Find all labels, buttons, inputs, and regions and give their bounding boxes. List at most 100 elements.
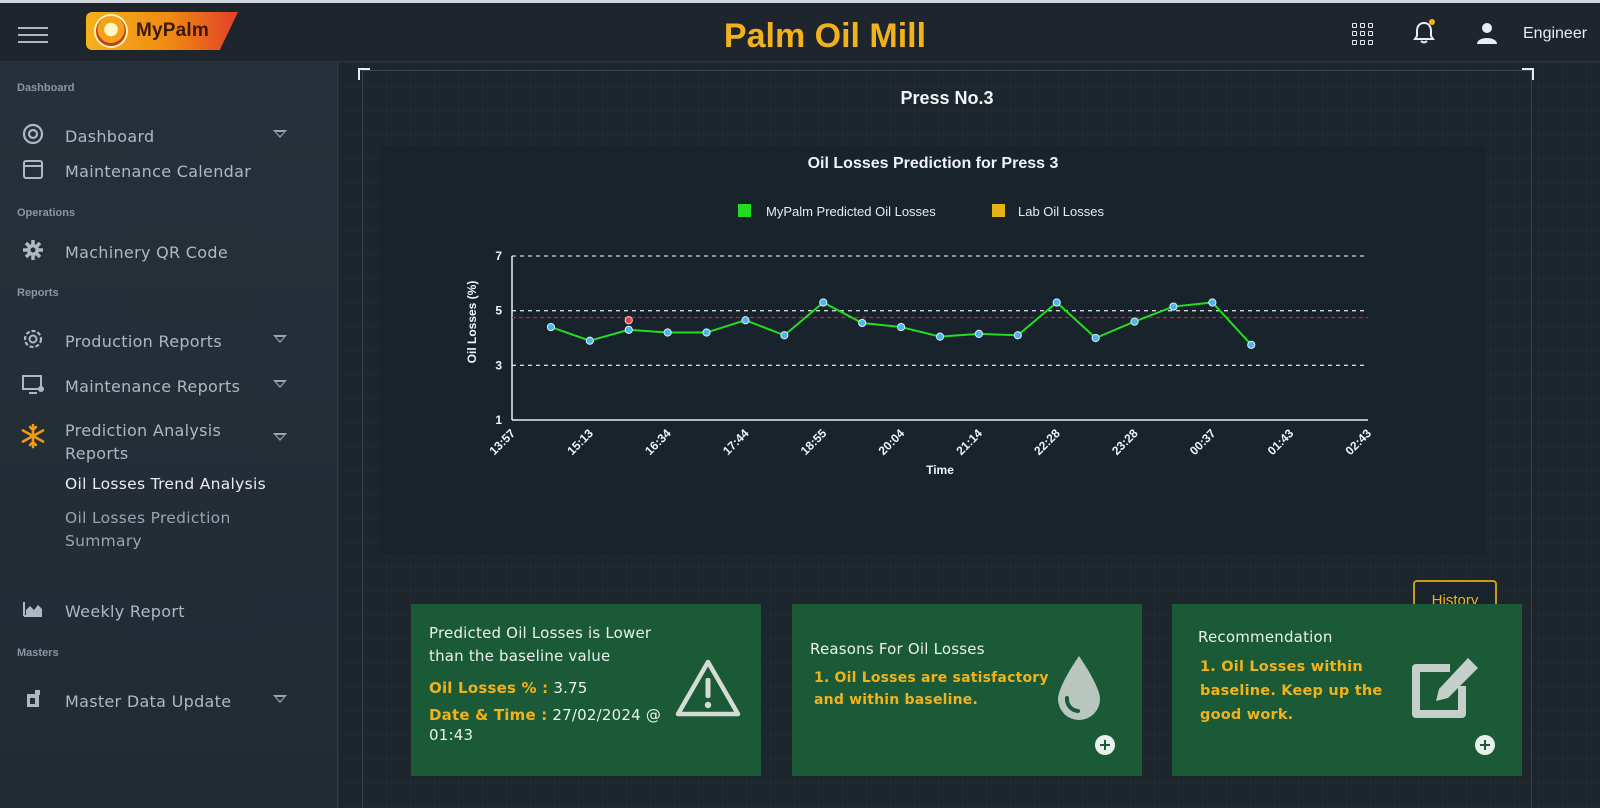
predicted-data-point[interactable] <box>1247 340 1256 349</box>
sidebar-item-weekly-report[interactable]: Weekly Report <box>0 592 320 626</box>
notification-bell-icon[interactable] <box>1412 19 1436 46</box>
logo[interactable]: MyPalm <box>86 12 246 52</box>
logo-emblem-icon <box>94 14 128 48</box>
y-tick-label: 1 <box>495 413 502 427</box>
predicted-data-point[interactable] <box>819 298 828 307</box>
sidebar-item-maintenance-calendar[interactable]: Maintenance Calendar <box>0 152 320 186</box>
x-tick-label: 16:34 <box>642 426 674 458</box>
predicted-data-point[interactable] <box>741 316 750 325</box>
reasons-line-2: and within baseline. <box>814 692 979 708</box>
chevron-down-icon[interactable] <box>273 433 287 441</box>
legend-label-lab[interactable]: Lab Oil Losses <box>1018 204 1104 219</box>
page-title: Press No.3 <box>900 88 994 108</box>
datetime-row: Date & Time : 27/02/2024 @ <box>429 704 661 727</box>
chart-legend[interactable]: MyPalm Predicted Oil Losses Lab Oil Loss… <box>738 204 1104 219</box>
frame-corner <box>358 68 370 80</box>
menu-icon[interactable] <box>18 27 48 43</box>
recommendation-line-3: good work. <box>1200 707 1294 723</box>
sidebar-item-production-reports[interactable]: Production Reports <box>0 322 320 356</box>
reasons-card: Reasons For Oil Losses 1. Oil Losses are… <box>792 604 1142 776</box>
add-circle-icon[interactable] <box>1095 735 1115 755</box>
chevron-down-icon[interactable] <box>273 695 287 703</box>
gear-icon <box>23 240 43 260</box>
sidebar-item-maintenance-reports[interactable]: Maintenance Reports <box>0 367 320 401</box>
predicted-data-point[interactable] <box>1091 333 1100 343</box>
predicted-data-point[interactable] <box>585 336 594 345</box>
sidebar-item-master-data[interactable]: Master Data Update <box>0 682 320 716</box>
predicted-data-point[interactable] <box>1208 298 1217 307</box>
chart-title: Oil Losses Prediction for Press 3 <box>808 155 1059 172</box>
calendar-icon <box>23 160 43 179</box>
warning-icon <box>675 659 741 717</box>
y-tick-label: 3 <box>495 358 502 372</box>
chevron-down-icon[interactable] <box>273 380 287 388</box>
predicted-data-point[interactable] <box>663 328 672 337</box>
sidebar-item-label: Machinery QR Code <box>65 243 228 262</box>
predicted-data-point[interactable] <box>1169 302 1178 311</box>
reasons-title: Reasons For Oil Losses <box>810 640 985 658</box>
x-tick-label: 20:04 <box>876 426 908 458</box>
chevron-down-icon[interactable] <box>273 130 287 138</box>
predicted-data-point[interactable] <box>935 332 945 341</box>
legend-swatch-predicted[interactable] <box>738 204 751 217</box>
recommendation-line-1: 1. Oil Losses within <box>1200 659 1363 675</box>
master-data-icon <box>27 690 40 707</box>
apps-grid-icon[interactable] <box>1352 23 1374 45</box>
sidebar-item-label: Master Data Update <box>65 692 232 711</box>
section-heading-masters: Masters <box>17 647 59 659</box>
sidebar-item-label: Maintenance Calendar <box>65 162 252 181</box>
x-tick-label: 02:43 <box>1343 426 1375 458</box>
legend-label-predicted[interactable]: MyPalm Predicted Oil Losses <box>766 204 936 219</box>
chevron-down-icon[interactable] <box>273 335 287 343</box>
frame-corner <box>1522 68 1534 80</box>
predicted-data-point[interactable] <box>624 325 633 334</box>
lab-data-point[interactable] <box>624 316 633 325</box>
sidebar-subitem-prediction-summary[interactable]: Oil Losses Prediction <box>65 509 231 527</box>
y-tick-label: 7 <box>495 249 502 263</box>
snowflake-icon <box>21 423 45 449</box>
predicted-data-point[interactable] <box>1013 331 1022 340</box>
sidebar-subitem-prediction-summary-line2[interactable]: Summary <box>65 532 143 550</box>
predicted-data-point[interactable] <box>1052 298 1061 307</box>
sidebar-item-label: Weekly Report <box>65 602 185 621</box>
dashboard-icon <box>22 123 44 145</box>
sidebar-item-machinery-qr[interactable]: Machinery QR Code <box>0 233 320 267</box>
recommendation-card: Recommendation 1. Oil Losses within base… <box>1172 604 1522 776</box>
sidebar-item-label: Dashboard <box>65 127 155 146</box>
datetime-value-time: 01:43 <box>429 726 474 744</box>
x-tick-label: 01:43 <box>1265 426 1297 458</box>
sidebar-item-dashboard[interactable]: Dashboard <box>0 117 320 151</box>
sidebar-item-label: Production Reports <box>65 332 222 351</box>
predicted-data-point[interactable] <box>896 322 906 332</box>
settings-cog-icon <box>23 329 43 349</box>
sidebar-item-prediction-analysis[interactable]: Prediction Analysis Reports <box>0 411 320 463</box>
oil-losses-value: 3.75 <box>553 679 588 697</box>
oil-losses-chart: Oil Losses Prediction for Press 3 MyPalm… <box>465 155 1375 477</box>
user-icon[interactable] <box>1475 21 1499 45</box>
section-heading-dashboard: Dashboard <box>17 82 75 94</box>
prediction-card: Predicted Oil Losses is Lower than the b… <box>411 604 761 776</box>
reasons-line-1: 1. Oil Losses are satisfactory <box>814 670 1049 686</box>
top-bar: MyPalm Palm Oil Mill Engineer <box>0 0 1600 62</box>
chart-panel: Oil Losses Prediction for Press 3 MyPalm… <box>380 146 1497 620</box>
sidebar-item-label: Prediction Analysis <box>65 421 222 440</box>
predicted-data-point[interactable] <box>974 329 984 338</box>
sidebar-subitem-trend-analysis[interactable]: Oil Losses Trend Analysis <box>65 475 266 493</box>
user-name[interactable]: Engineer <box>1523 25 1588 42</box>
y-tick-label: 5 <box>495 304 502 318</box>
sidebar-item-label: Maintenance Reports <box>65 377 241 396</box>
recommendation-line-2: baseline. Keep up the <box>1200 683 1383 699</box>
logo-text: MyPalm <box>136 20 210 41</box>
oil-losses-label: Oil Losses % : <box>429 679 549 697</box>
predicted-data-point[interactable] <box>1130 317 1139 326</box>
x-axis-label: Time <box>926 463 954 477</box>
predicted-data-point[interactable] <box>546 322 556 332</box>
predicted-data-point[interactable] <box>702 328 711 337</box>
predicted-data-point[interactable] <box>780 331 789 340</box>
legend-swatch-lab[interactable] <box>992 204 1005 217</box>
add-circle-icon[interactable] <box>1475 735 1495 755</box>
predicted-data-point[interactable] <box>858 318 867 328</box>
datetime-value: 27/02/2024 @ <box>552 706 662 724</box>
edit-note-icon <box>1412 658 1478 718</box>
plot-area: 1 3 5 7 13:57 15:13 16:34 17:44 18:55 20:04 21:14 2… <box>487 249 1375 458</box>
